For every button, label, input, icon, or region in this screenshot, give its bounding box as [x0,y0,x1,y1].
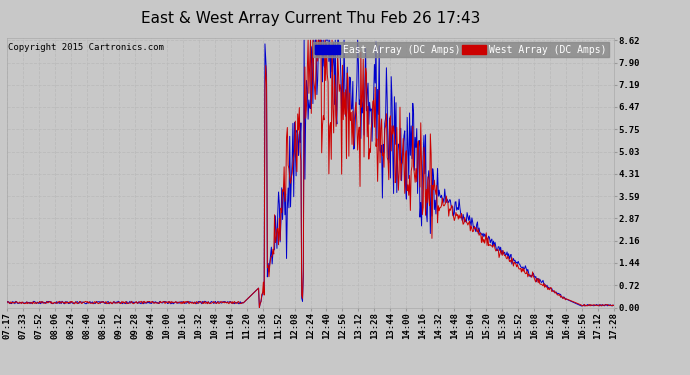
Legend: East Array (DC Amps), West Array (DC Amps): East Array (DC Amps), West Array (DC Amp… [313,42,609,57]
Text: East & West Array Current Thu Feb 26 17:43: East & West Array Current Thu Feb 26 17:… [141,11,480,26]
Text: Copyright 2015 Cartronics.com: Copyright 2015 Cartronics.com [8,43,164,52]
